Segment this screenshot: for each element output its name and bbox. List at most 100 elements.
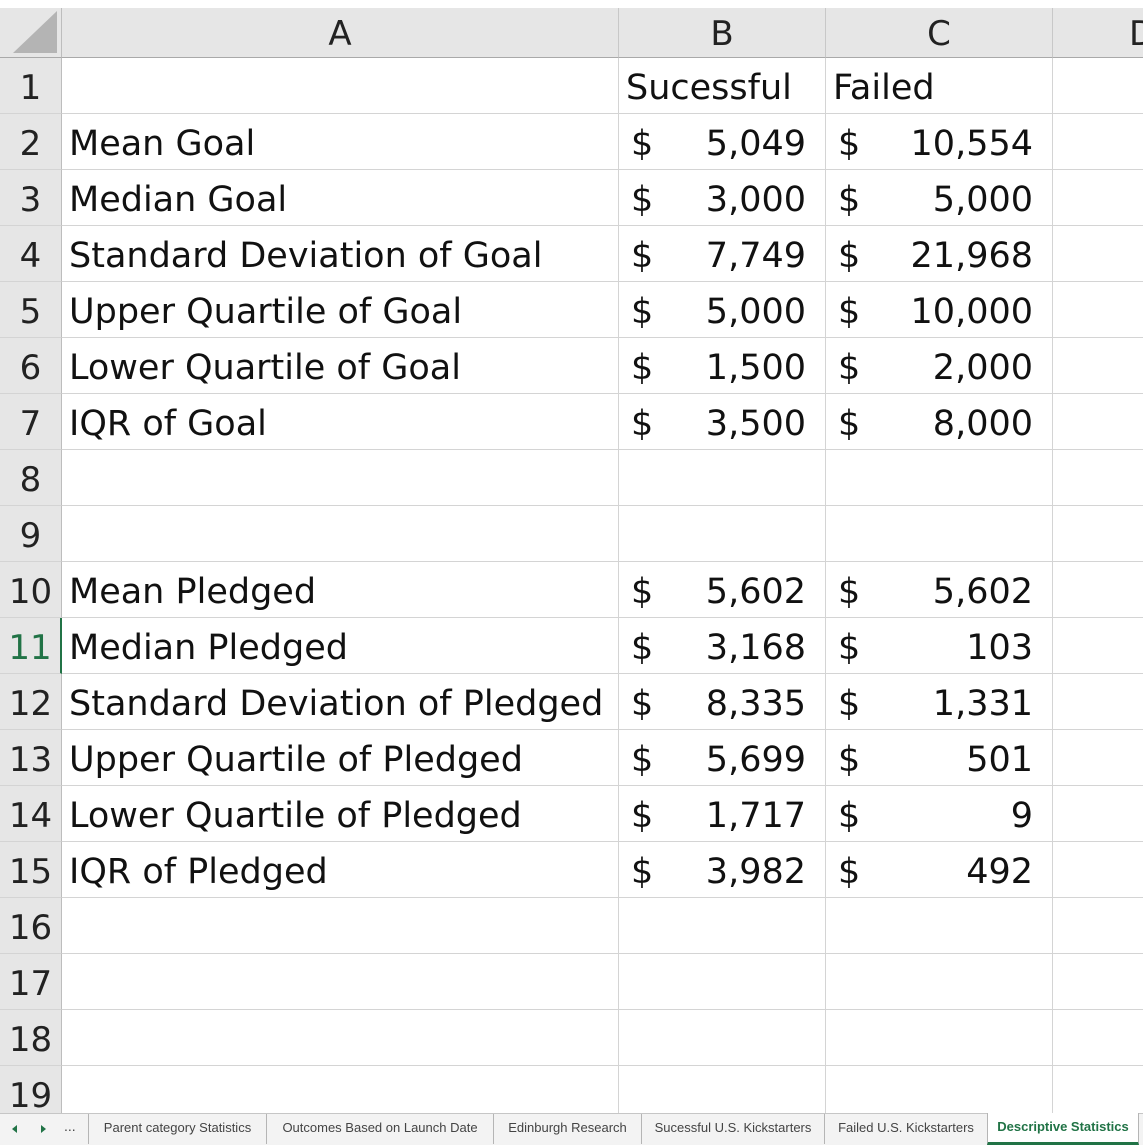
cell-d1[interactable] — [1053, 58, 1143, 114]
row-header-15[interactable]: 15 — [0, 842, 62, 898]
cell-c14[interactable]: $9 — [826, 786, 1053, 842]
cell-a3[interactable]: Median Goal — [62, 170, 619, 226]
cell-a1[interactable] — [62, 58, 619, 114]
cell-d4[interactable] — [1053, 226, 1143, 282]
cell-c13[interactable]: $501 — [826, 730, 1053, 786]
column-header-d[interactable]: D — [1053, 8, 1143, 58]
cell-d8[interactable] — [1053, 450, 1143, 506]
cell-d7[interactable] — [1053, 394, 1143, 450]
row-header-6[interactable]: 6 — [0, 338, 62, 394]
row-header-11[interactable]: 11 — [0, 618, 62, 674]
cell-d6[interactable] — [1053, 338, 1143, 394]
row-header-18[interactable]: 18 — [0, 1010, 62, 1066]
cell-a12[interactable]: Standard Deviation of Pledged — [62, 674, 619, 730]
cell-b4[interactable]: $7,749 — [619, 226, 826, 282]
cell-d10[interactable] — [1053, 562, 1143, 618]
cell-a11[interactable]: Median Pledged — [62, 618, 619, 674]
cell-c2[interactable]: $10,554 — [826, 114, 1053, 170]
cell-b17[interactable] — [619, 954, 826, 1010]
cell-d5[interactable] — [1053, 282, 1143, 338]
cell-d18[interactable] — [1053, 1010, 1143, 1066]
cell-d2[interactable] — [1053, 114, 1143, 170]
cell-a17[interactable] — [62, 954, 619, 1010]
cell-c9[interactable] — [826, 506, 1053, 562]
cell-d12[interactable] — [1053, 674, 1143, 730]
cell-d11[interactable] — [1053, 618, 1143, 674]
cell-b15[interactable]: $3,982 — [619, 842, 826, 898]
cell-a13[interactable]: Upper Quartile of Pledged — [62, 730, 619, 786]
cell-c10[interactable]: $5,602 — [826, 562, 1053, 618]
cell-a2[interactable]: Mean Goal — [62, 114, 619, 170]
row-header-14[interactable]: 14 — [0, 786, 62, 842]
cell-a18[interactable] — [62, 1010, 619, 1066]
select-all-corner[interactable] — [0, 8, 62, 58]
row-header-3[interactable]: 3 — [0, 170, 62, 226]
cell-c3[interactable]: $5,000 — [826, 170, 1053, 226]
column-header-c[interactable]: C — [826, 8, 1053, 58]
cell-b18[interactable] — [619, 1010, 826, 1066]
cell-d16[interactable] — [1053, 898, 1143, 954]
cell-b7[interactable]: $3,500 — [619, 394, 826, 450]
cell-c8[interactable] — [826, 450, 1053, 506]
column-header-b[interactable]: B — [619, 8, 826, 58]
cell-d15[interactable] — [1053, 842, 1143, 898]
tab-edinburgh-research[interactable]: Edinburgh Research — [493, 1114, 641, 1144]
cell-c17[interactable] — [826, 954, 1053, 1010]
tab-sucessful-us-kickstarters[interactable]: Sucessful U.S. Kickstarters — [641, 1114, 824, 1144]
row-header-10[interactable]: 10 — [0, 562, 62, 618]
cell-b3[interactable]: $3,000 — [619, 170, 826, 226]
tab-outcomes-based-on-launch-date[interactable]: Outcomes Based on Launch Date — [266, 1114, 493, 1144]
cell-b8[interactable] — [619, 450, 826, 506]
cell-b1[interactable]: Sucessful — [619, 58, 826, 114]
cell-a5[interactable]: Upper Quartile of Goal — [62, 282, 619, 338]
cell-b11[interactable]: $3,168 — [619, 618, 826, 674]
cell-c7[interactable]: $8,000 — [826, 394, 1053, 450]
cell-c1[interactable]: Failed — [826, 58, 1053, 114]
cell-c11[interactable]: $103 — [826, 618, 1053, 674]
cell-d19[interactable] — [1053, 1066, 1143, 1113]
cell-b6[interactable]: $1,500 — [619, 338, 826, 394]
cell-a19[interactable] — [62, 1066, 619, 1113]
cell-b5[interactable]: $5,000 — [619, 282, 826, 338]
cell-c12[interactable]: $1,331 — [826, 674, 1053, 730]
cell-a16[interactable] — [62, 898, 619, 954]
tab-descriptive-statistics[interactable]: Descriptive Statistics — [987, 1113, 1139, 1145]
cell-a8[interactable] — [62, 450, 619, 506]
row-header-8[interactable]: 8 — [0, 450, 62, 506]
cell-d14[interactable] — [1053, 786, 1143, 842]
cell-c4[interactable]: $21,968 — [826, 226, 1053, 282]
tab-parent-category-statistics[interactable]: Parent category Statistics — [88, 1114, 266, 1144]
cell-a15[interactable]: IQR of Pledged — [62, 842, 619, 898]
cell-b14[interactable]: $1,717 — [619, 786, 826, 842]
cell-c6[interactable]: $2,000 — [826, 338, 1053, 394]
cell-a7[interactable]: IQR of Goal — [62, 394, 619, 450]
cell-c18[interactable] — [826, 1010, 1053, 1066]
cell-d9[interactable] — [1053, 506, 1143, 562]
row-header-5[interactable]: 5 — [0, 282, 62, 338]
cell-c16[interactable] — [826, 898, 1053, 954]
row-header-12[interactable]: 12 — [0, 674, 62, 730]
cell-b12[interactable]: $8,335 — [619, 674, 826, 730]
more-tabs-ellipsis[interactable]: ... — [64, 1118, 76, 1134]
cell-c15[interactable]: $492 — [826, 842, 1053, 898]
cell-d13[interactable] — [1053, 730, 1143, 786]
cell-c19[interactable] — [826, 1066, 1053, 1113]
cell-d17[interactable] — [1053, 954, 1143, 1010]
cell-b10[interactable]: $5,602 — [619, 562, 826, 618]
column-header-a[interactable]: A — [62, 8, 619, 58]
scroll-tabs-left-icon[interactable] — [8, 1120, 22, 1138]
row-header-9[interactable]: 9 — [0, 506, 62, 562]
cell-b2[interactable]: $5,049 — [619, 114, 826, 170]
row-header-7[interactable]: 7 — [0, 394, 62, 450]
cell-c5[interactable]: $10,000 — [826, 282, 1053, 338]
tab-failed-us-kickstarters[interactable]: Failed U.S. Kickstarters — [824, 1114, 987, 1144]
cell-d3[interactable] — [1053, 170, 1143, 226]
cell-a9[interactable] — [62, 506, 619, 562]
spreadsheet-grid[interactable]: A B C D 1 2 3 4 5 6 7 8 9 10 11 12 13 14 15 16 17 18 19 Su… — [0, 0, 1143, 1113]
row-header-2[interactable]: 2 — [0, 114, 62, 170]
row-header-17[interactable]: 17 — [0, 954, 62, 1010]
row-header-16[interactable]: 16 — [0, 898, 62, 954]
row-header-13[interactable]: 13 — [0, 730, 62, 786]
cell-b16[interactable] — [619, 898, 826, 954]
row-header-4[interactable]: 4 — [0, 226, 62, 282]
